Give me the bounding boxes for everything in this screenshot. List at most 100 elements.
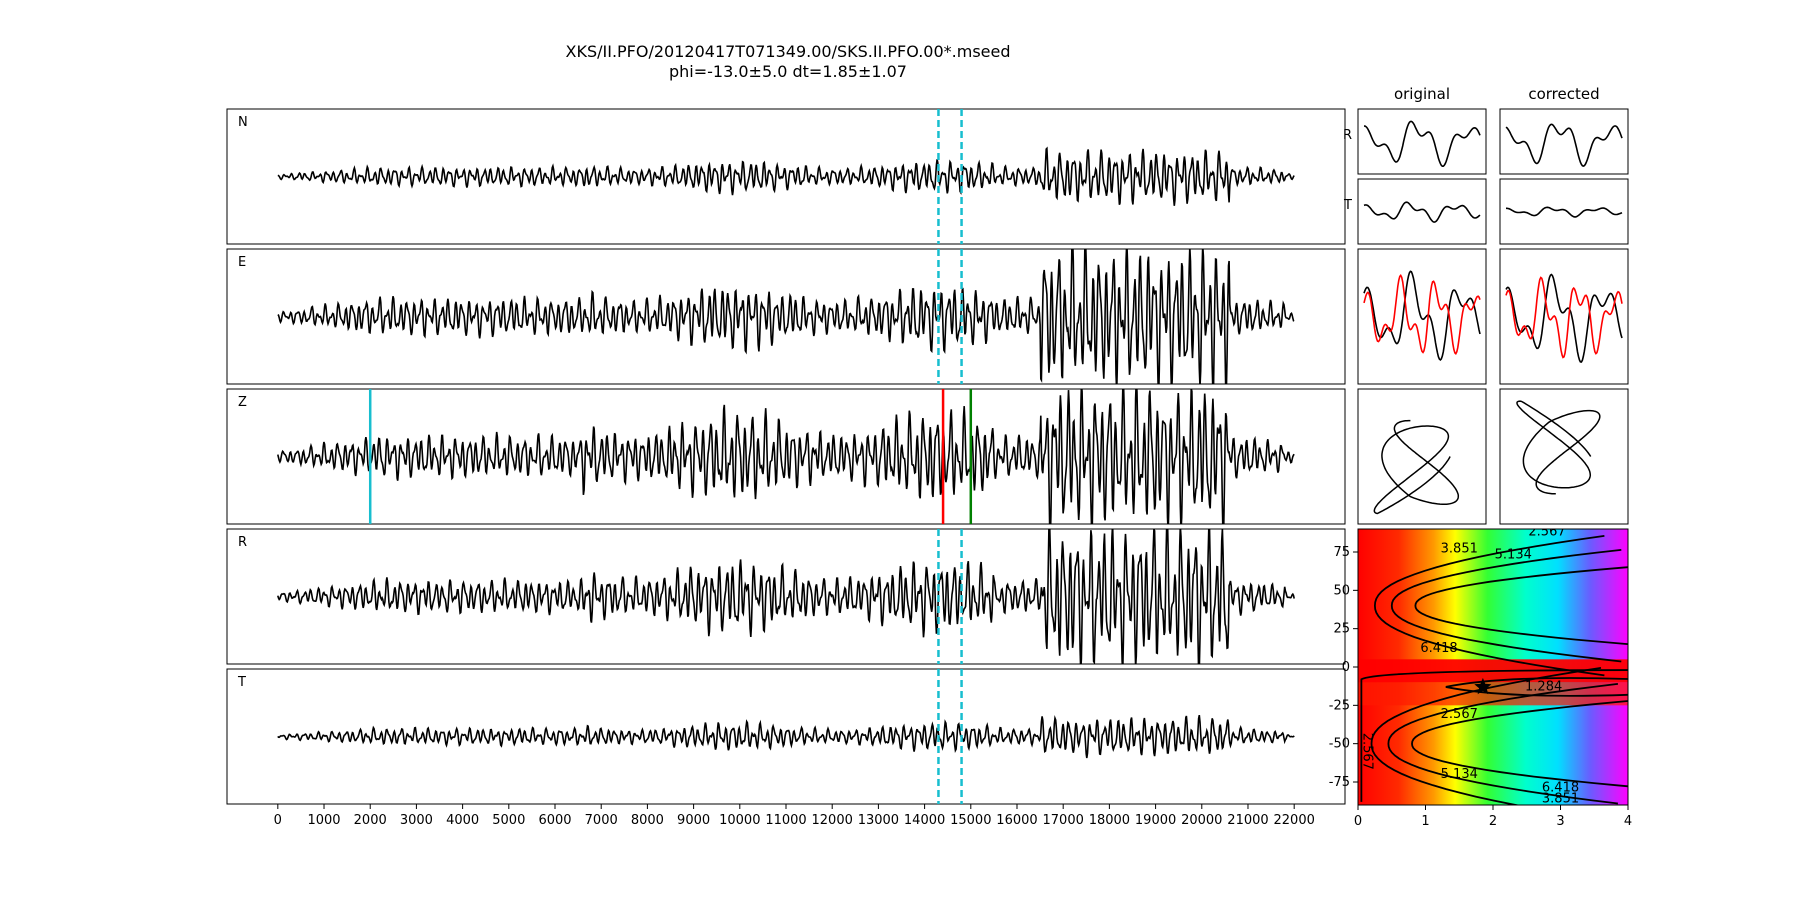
pm-box-corrected-2 — [1499, 248, 1629, 385]
trace-panels: N E Z R T — [226, 108, 1346, 805]
panel-label-z: Z — [238, 395, 247, 410]
x-tick-label: 7000 — [585, 813, 618, 828]
transverse-wave — [1363, 274, 1481, 355]
x-tick-label: 17000 — [1043, 813, 1084, 828]
surface-x-tick-label: 3 — [1556, 814, 1564, 829]
panel-label-e: E — [238, 255, 246, 270]
x-tick-label: 18000 — [1089, 813, 1130, 828]
pm-box-corrected-3 — [1499, 388, 1629, 525]
surface-x-tick-label: 2 — [1489, 814, 1497, 829]
contour-label: 2.567 — [1528, 525, 1565, 540]
column-title-original: original — [1394, 85, 1450, 103]
x-tick-label: 15000 — [950, 813, 991, 828]
trace-panel-n: N — [226, 108, 1346, 245]
contour-label: 6.418 — [1420, 641, 1457, 656]
figure-title-line2: phi=-13.0±5.0 dt=1.85±1.07 — [669, 62, 907, 81]
trace-line-t — [277, 714, 1295, 759]
contour-label: 3.851 — [1441, 541, 1478, 556]
contour-label: 5.134 — [1441, 767, 1478, 782]
x-tick-label: 12000 — [812, 813, 853, 828]
pm-frame — [1357, 178, 1487, 245]
trace-panel-z: Z — [226, 388, 1346, 525]
contour-line — [1411, 700, 1628, 788]
trace-panel-r: R — [226, 528, 1346, 665]
x-tick-label: 5000 — [492, 813, 525, 828]
contour-line — [1370, 667, 1602, 805]
x-tick-label: 8000 — [631, 813, 664, 828]
contour-line — [1414, 566, 1628, 646]
contour-line — [1445, 677, 1628, 697]
contour-label: 5.134 — [1495, 548, 1532, 563]
transverse-wave — [1506, 206, 1623, 218]
surface-y-tick-label: 25 — [1333, 622, 1350, 637]
x-tick-label: 6000 — [538, 813, 571, 828]
surface-y-tick-label: -50 — [1329, 737, 1350, 752]
trace-panel-t: T — [226, 668, 1346, 805]
surface-x-tick-label: 1 — [1421, 814, 1429, 829]
particle-motion-panels: original corrected R T — [1343, 85, 1629, 525]
radial-wave — [1363, 270, 1481, 361]
x-tick-label: 11000 — [765, 813, 806, 828]
x-tick-label: 19000 — [1135, 813, 1176, 828]
radial-wave — [1505, 123, 1623, 167]
best-fit-star — [1474, 677, 1492, 695]
x-tick-label: 13000 — [858, 813, 899, 828]
trace-line-z — [277, 389, 1295, 524]
pm-frame — [1499, 248, 1629, 385]
pm-box-original-3 — [1357, 388, 1487, 525]
particle-motion-loop — [1516, 400, 1601, 495]
x-tick-label: 1000 — [307, 813, 340, 828]
contour-label: 3.851 — [1542, 791, 1579, 806]
radial-wave — [1364, 120, 1481, 167]
x-tick-label: 9000 — [677, 813, 710, 828]
particle-motion-loop — [1373, 419, 1460, 515]
surface-y-tick-label: -25 — [1329, 698, 1350, 713]
surface-y-tick-label: -75 — [1329, 775, 1350, 790]
contour-label: 2.567 — [1441, 707, 1478, 722]
transverse-wave — [1363, 201, 1481, 223]
pm-box-corrected-0 — [1499, 108, 1629, 175]
figure-title-line1: XKS/II.PFO/20120417T071349.00/SKS.II.PFO… — [566, 42, 1011, 61]
column-title-corrected: corrected — [1528, 85, 1599, 103]
surface-x-tick-label: 0 — [1354, 814, 1362, 829]
contour-line — [1387, 683, 1619, 805]
pm-box-original-0 — [1357, 108, 1487, 175]
pm-box-corrected-1 — [1499, 178, 1629, 245]
surface-y-tick-label: 50 — [1333, 583, 1350, 598]
pm-frame — [1499, 388, 1629, 525]
pm-frame — [1357, 248, 1487, 385]
contour-line — [1360, 669, 1628, 802]
panel-label-t: T — [237, 675, 246, 690]
pm-frame — [1499, 108, 1629, 175]
pm-frame — [1499, 178, 1629, 245]
contour-line — [1373, 535, 1605, 677]
pm-frame — [1357, 108, 1487, 175]
contour-label: 1.284 — [1525, 679, 1562, 694]
surface-y-tick-label: 75 — [1333, 545, 1350, 560]
x-tick-label: 0 — [274, 813, 282, 828]
surface-y-tick-label: 0 — [1342, 660, 1350, 675]
x-tick-label: 3000 — [400, 813, 433, 828]
time-axis: 0 1000 2000 3000 4000 5000 6000 7000 8000 9000 100… — [274, 804, 1315, 828]
contour-label: 2.567 — [1359, 733, 1374, 770]
trace-line-n — [277, 146, 1295, 206]
trace-line-r — [277, 529, 1295, 664]
x-tick-label: 22000 — [1274, 813, 1315, 828]
pm-box-original-1 — [1357, 178, 1487, 245]
x-tick-label: 14000 — [904, 813, 945, 828]
x-tick-label: 16000 — [996, 813, 1037, 828]
row-label-t: T — [1343, 198, 1352, 213]
panel-label-n: N — [238, 115, 248, 130]
contour-label: 6.418 — [1542, 781, 1579, 796]
x-tick-label: 4000 — [446, 813, 479, 828]
trace-panel-e: E — [226, 248, 1346, 385]
x-tick-label: 21000 — [1227, 813, 1268, 828]
x-tick-label: 2000 — [354, 813, 387, 828]
surface-x-tick-label: 4 — [1624, 814, 1632, 829]
transverse-wave — [1505, 276, 1623, 359]
row-label-r: R — [1343, 128, 1352, 143]
x-tick-label: 10000 — [719, 813, 760, 828]
x-tick-label: 20000 — [1181, 813, 1222, 828]
